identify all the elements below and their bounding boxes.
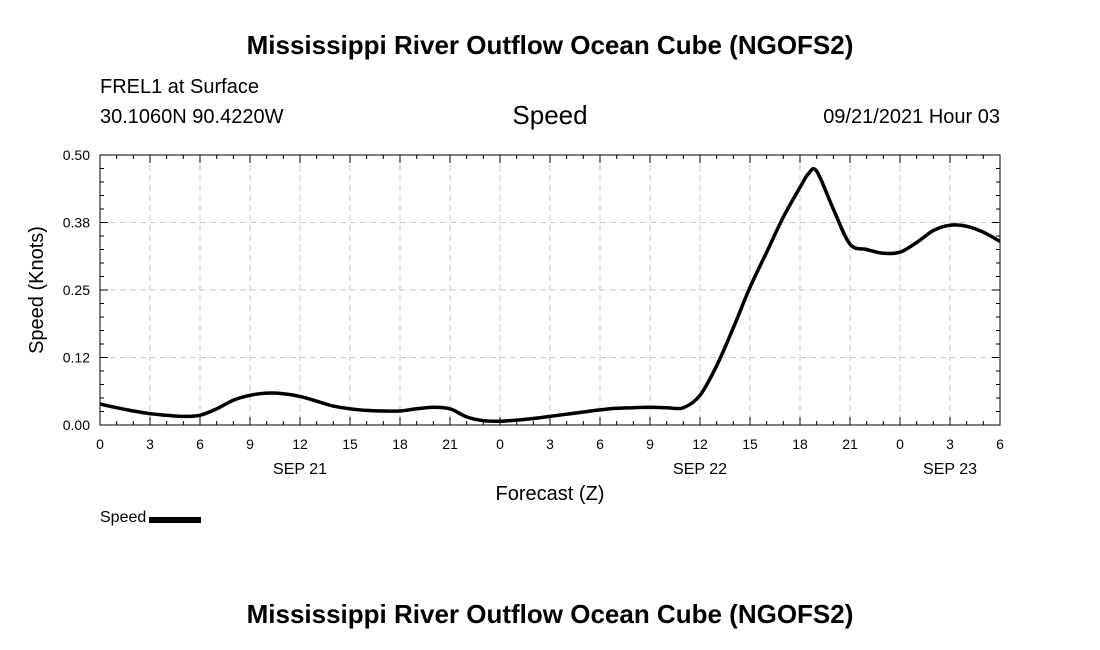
x-tick-label: 3 (946, 436, 954, 452)
x-tick-label: 6 (596, 436, 604, 452)
x-tick-label: 15 (342, 436, 358, 452)
legend-label: Speed (100, 509, 147, 526)
station-label: FREL1 at Surface (100, 76, 259, 98)
x-tick-label: 12 (292, 436, 308, 452)
forecast-datetime: 09/21/2021 Hour 03 (823, 106, 1000, 128)
series-layer (99, 167, 1001, 424)
x-tick-label: 0 (96, 436, 104, 452)
x-tick-label: 6 (196, 436, 204, 452)
plot-frame (99, 154, 1001, 426)
x-tick-label: 3 (546, 436, 554, 452)
date-label: SEP 23 (923, 461, 977, 478)
legend-swatch (149, 516, 202, 523)
grid-lines (100, 155, 1000, 425)
date-label: SEP 21 (273, 461, 327, 478)
x-tick-label: 18 (792, 436, 808, 452)
footer-title: Mississippi River Outflow Ocean Cube (NG… (246, 599, 854, 629)
x-tick-label: 9 (246, 436, 254, 452)
x-tick-label: 21 (442, 436, 458, 452)
speed-series-line (99, 167, 1001, 424)
x-tick-label: 18 (392, 436, 408, 452)
station-coordinates: 30.1060N 90.4220W (100, 106, 284, 128)
x-tick-label: 0 (496, 436, 504, 452)
y-axis-label: Speed (Knots) (26, 226, 48, 354)
x-tick-label: 15 (742, 436, 758, 452)
x-tick-label: 0 (896, 436, 904, 452)
y-tick-label: 0.12 (63, 350, 90, 366)
chart-axes: 0 3 6 9 12 15 18 21 0 3 6 9 12 15 18 21 0 3 6 0.00 0.12 0.25 0… (63, 147, 1004, 478)
x-axis-label: Forecast (Z) (496, 483, 605, 505)
chart-title: Speed (512, 100, 588, 130)
x-tick-label: 6 (996, 436, 1004, 452)
y-tick-label: 0.50 (63, 147, 90, 163)
x-tick-label: 21 (842, 436, 858, 452)
date-label: SEP 22 (673, 461, 727, 478)
x-tick-label: 9 (646, 436, 654, 452)
y-tick-label: 0.25 (63, 282, 90, 298)
page-title: Mississippi River Outflow Ocean Cube (NG… (246, 30, 854, 60)
x-tick-label: 12 (692, 436, 708, 452)
y-tick-label: 0.38 (63, 215, 90, 231)
legend: Speed (100, 509, 202, 527)
y-tick-label: 0.00 (63, 417, 90, 433)
x-tick-label: 3 (146, 436, 154, 452)
